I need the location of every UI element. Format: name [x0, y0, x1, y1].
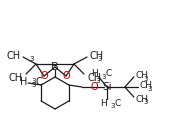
Text: 3: 3	[31, 78, 36, 84]
Text: 3: 3	[148, 86, 152, 92]
Text: 3: 3	[98, 56, 102, 62]
Text: 3: 3	[102, 74, 106, 80]
Text: C: C	[36, 77, 42, 87]
Text: CH: CH	[136, 71, 149, 80]
Text: CH: CH	[87, 73, 101, 83]
Text: CH: CH	[7, 51, 21, 61]
Text: 3: 3	[30, 56, 34, 62]
Text: 3: 3	[111, 103, 115, 109]
Text: C: C	[115, 99, 121, 107]
Text: O: O	[40, 71, 48, 81]
Text: B: B	[51, 62, 59, 72]
Text: H: H	[100, 99, 107, 107]
Text: O: O	[62, 71, 70, 81]
Text: 3: 3	[144, 99, 148, 105]
Text: 3: 3	[32, 82, 36, 88]
Text: H: H	[20, 77, 27, 87]
Text: 3: 3	[144, 76, 148, 82]
Text: CH: CH	[136, 95, 149, 103]
Text: 3: 3	[95, 78, 100, 84]
Text: Si: Si	[102, 82, 112, 92]
Text: CH: CH	[9, 73, 23, 83]
Text: O: O	[90, 82, 98, 92]
Text: C: C	[106, 70, 112, 79]
Text: H: H	[91, 70, 98, 79]
Text: CH: CH	[89, 51, 103, 61]
Text: CH: CH	[140, 82, 153, 91]
